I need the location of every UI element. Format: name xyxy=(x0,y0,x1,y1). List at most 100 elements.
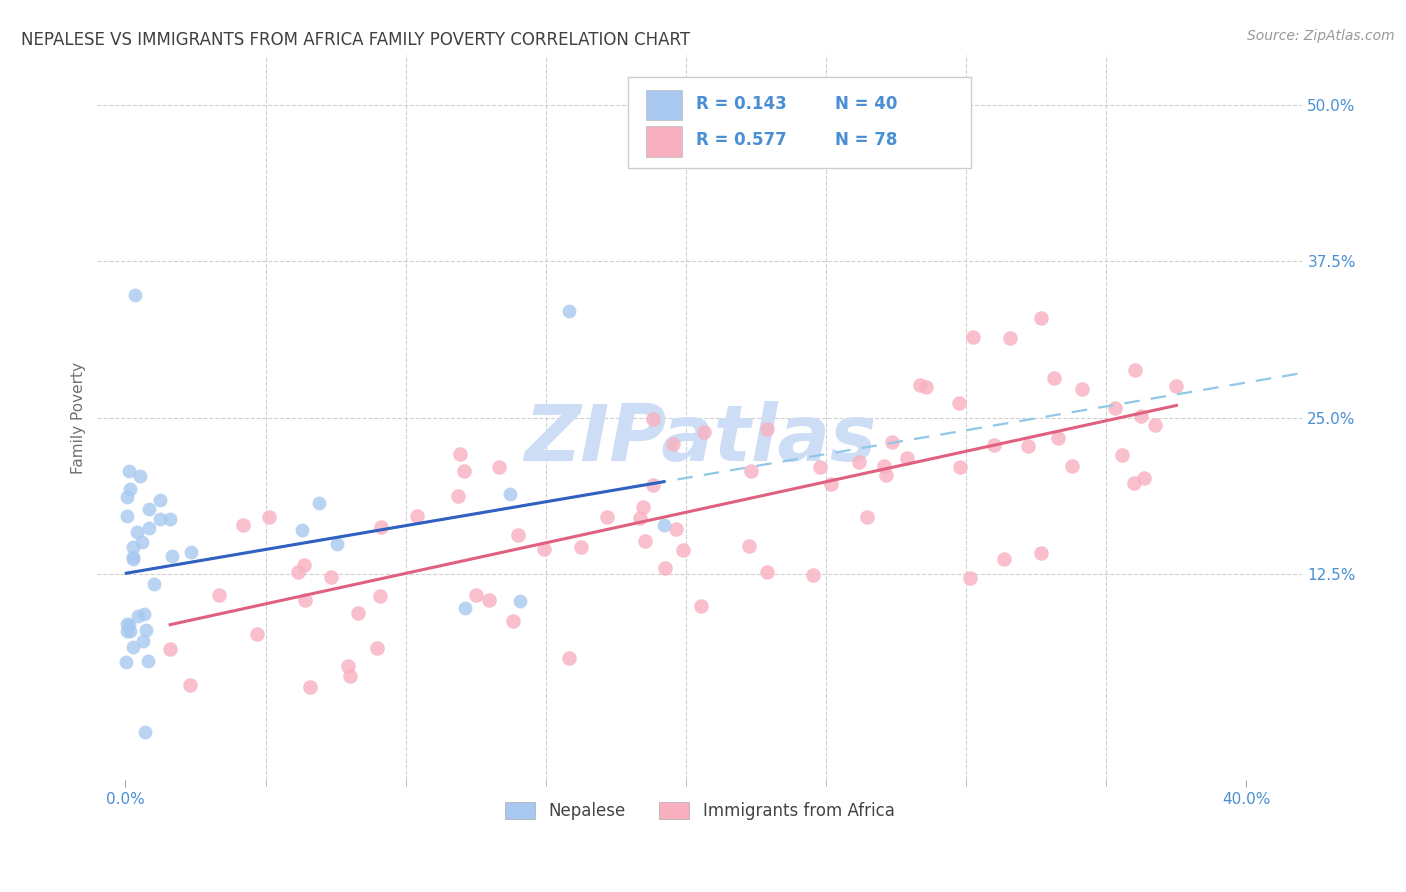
FancyBboxPatch shape xyxy=(627,77,972,168)
Point xyxy=(294,592,316,607)
Point xyxy=(915,380,938,394)
Point xyxy=(149,493,172,508)
Point xyxy=(122,541,145,555)
Legend: Nepalese, Immigrants from Africa: Nepalese, Immigrants from Africa xyxy=(499,795,901,826)
Point xyxy=(1166,379,1188,393)
Point xyxy=(557,650,579,665)
Point xyxy=(115,624,138,639)
Point xyxy=(1070,382,1092,396)
Bar xyxy=(645,126,682,157)
Point xyxy=(665,522,688,536)
Point xyxy=(155,798,177,813)
Point xyxy=(159,641,181,656)
Point xyxy=(1123,362,1146,376)
Point xyxy=(756,565,779,579)
Point xyxy=(115,617,138,632)
Point xyxy=(875,467,897,482)
Point xyxy=(406,509,429,524)
Point xyxy=(257,510,280,524)
Point xyxy=(149,512,172,526)
Point xyxy=(180,545,202,559)
Point xyxy=(672,542,695,557)
Point xyxy=(983,438,1005,452)
Point xyxy=(689,599,711,613)
Y-axis label: Family Poverty: Family Poverty xyxy=(72,362,86,474)
Point xyxy=(449,447,471,461)
Point xyxy=(1042,371,1064,385)
Point xyxy=(127,609,149,624)
Point xyxy=(142,577,165,591)
Point xyxy=(509,593,531,607)
Text: Source: ZipAtlas.com: Source: ZipAtlas.com xyxy=(1247,29,1395,43)
Point xyxy=(808,459,831,474)
Bar xyxy=(645,90,682,120)
Point xyxy=(120,482,142,496)
Text: ZIPatlas: ZIPatlas xyxy=(524,401,876,477)
Point xyxy=(756,422,779,436)
Point xyxy=(115,490,138,504)
Point xyxy=(347,606,370,620)
Point xyxy=(478,593,501,607)
Point xyxy=(652,517,675,532)
Point xyxy=(118,464,141,478)
Point xyxy=(319,570,342,584)
Point xyxy=(948,396,970,410)
Point xyxy=(134,724,156,739)
Point xyxy=(998,331,1021,345)
Point xyxy=(856,510,879,524)
Point xyxy=(628,511,651,525)
Point xyxy=(179,678,201,692)
Point xyxy=(129,468,152,483)
Point xyxy=(454,601,477,615)
Point xyxy=(120,624,142,639)
Point xyxy=(291,524,314,538)
Point xyxy=(464,588,486,602)
Point xyxy=(571,540,593,554)
Point xyxy=(1017,439,1039,453)
Text: NEPALESE VS IMMIGRANTS FROM AFRICA FAMILY POVERTY CORRELATION CHART: NEPALESE VS IMMIGRANTS FROM AFRICA FAMIL… xyxy=(21,31,690,49)
Point xyxy=(366,640,388,655)
Point xyxy=(993,552,1015,566)
Point xyxy=(1133,471,1156,485)
Point xyxy=(896,450,918,465)
Point xyxy=(337,659,360,673)
Point xyxy=(873,459,896,474)
Point xyxy=(138,501,160,516)
Point xyxy=(124,288,146,302)
Point xyxy=(1029,310,1052,325)
Point xyxy=(959,571,981,585)
Point xyxy=(949,459,972,474)
Point xyxy=(159,512,181,526)
Point xyxy=(880,435,903,450)
Point xyxy=(634,533,657,548)
Point xyxy=(1104,401,1126,415)
Point xyxy=(908,377,931,392)
Point xyxy=(1111,448,1133,462)
Point xyxy=(132,607,155,621)
Text: N = 40: N = 40 xyxy=(835,95,897,112)
Point xyxy=(294,558,316,573)
Point xyxy=(631,500,654,515)
Point xyxy=(339,669,361,683)
Point xyxy=(115,655,138,669)
Text: R = 0.143: R = 0.143 xyxy=(696,95,787,112)
Point xyxy=(1129,409,1152,423)
Point xyxy=(370,520,392,534)
Point xyxy=(208,588,231,602)
Point xyxy=(131,535,153,549)
Point xyxy=(453,464,475,478)
Point xyxy=(488,460,510,475)
Point xyxy=(1122,475,1144,490)
Point xyxy=(368,589,391,603)
Point xyxy=(326,537,349,551)
Point xyxy=(643,478,665,492)
Point xyxy=(118,618,141,632)
Point xyxy=(115,508,138,523)
Point xyxy=(232,518,254,533)
Point xyxy=(298,680,321,694)
Point xyxy=(801,568,824,582)
Point xyxy=(848,455,870,469)
Point xyxy=(558,304,581,318)
Point xyxy=(661,436,683,450)
Point xyxy=(693,425,716,439)
